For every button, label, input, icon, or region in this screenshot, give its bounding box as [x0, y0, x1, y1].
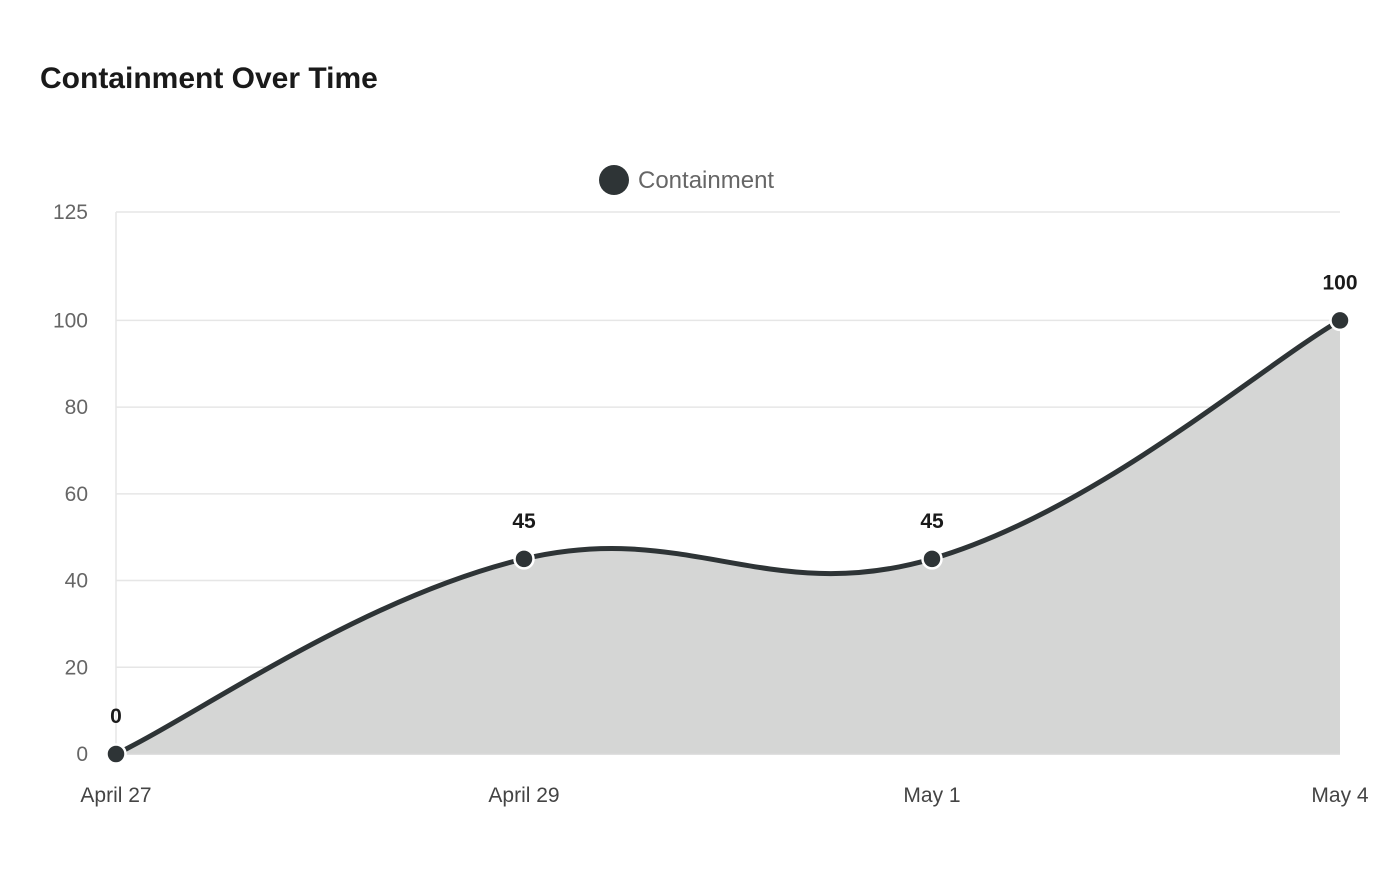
axis-layer: 0 20 40 60 80 100 125 April 27 April 29 May 1 May … [53, 201, 1369, 807]
y-tick-label: 0 [76, 743, 88, 766]
data-point [921, 548, 943, 570]
x-tick-label: April 29 [488, 784, 559, 807]
y-tick-label: 100 [53, 309, 88, 332]
legend-label: Containment [638, 167, 774, 194]
legend[interactable]: Containment [599, 165, 774, 195]
series-line [113, 317, 1343, 757]
data-label: 45 [920, 510, 944, 533]
x-tick-label: May 1 [903, 784, 960, 807]
series-area-fill [116, 320, 1340, 754]
legend-marker [599, 165, 629, 195]
data-point [105, 743, 127, 765]
point-layer [105, 309, 1351, 765]
data-point [513, 548, 535, 570]
x-tick-label: April 27 [80, 784, 151, 807]
y-tick-label: 40 [65, 570, 88, 593]
y-tick-label: 60 [65, 483, 88, 506]
y-tick-label: 20 [65, 656, 88, 679]
data-label: 45 [512, 510, 536, 533]
y-tick-label: 80 [65, 396, 88, 419]
data-label: 0 [110, 705, 122, 728]
data-point [1329, 309, 1351, 332]
page-title: Containment Over Time [40, 62, 378, 95]
label-layer: 0 45 45 100 [110, 271, 1357, 728]
area-layer [113, 317, 1343, 757]
data-label: 100 [1322, 271, 1357, 294]
x-tick-label: May 4 [1311, 784, 1369, 807]
y-tick-label: 125 [53, 201, 88, 224]
